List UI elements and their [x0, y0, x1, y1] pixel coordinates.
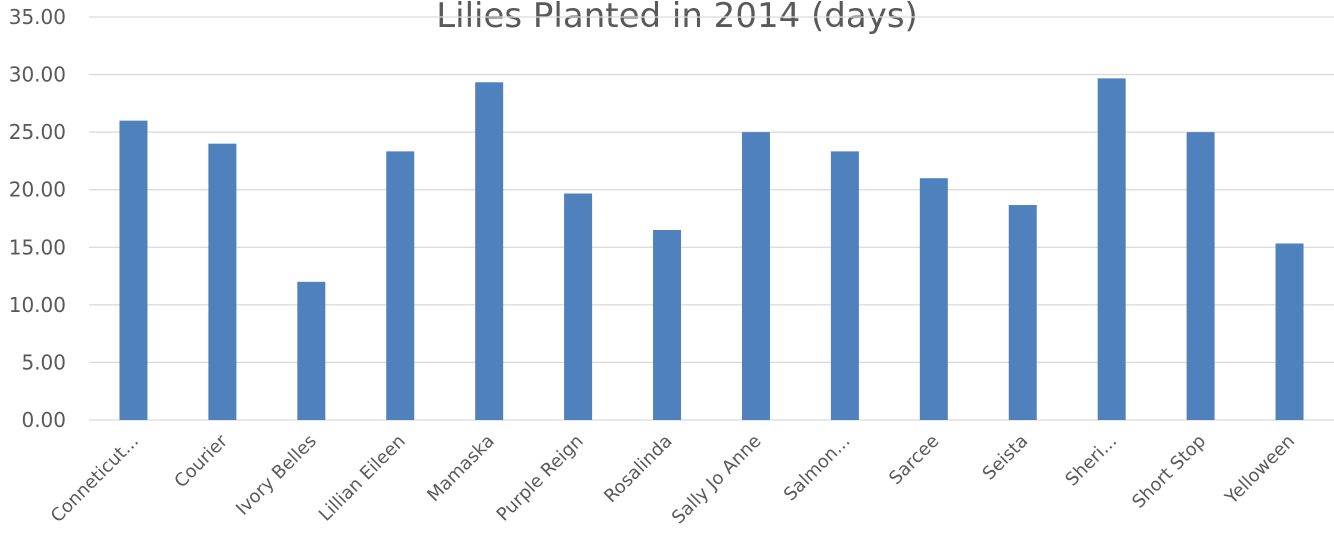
- x-tick-label: Conneticut...: [47, 431, 143, 527]
- chart-title: Lilies Planted in 2014 (days): [436, 0, 918, 36]
- x-tick-label: Lillian Eileen: [315, 431, 410, 526]
- y-tick-label: 25.00: [9, 120, 66, 144]
- y-axis: 0.00 5.00 10.00 15.00 20.00 25.00 30.00 35.00: [9, 5, 66, 432]
- x-tick-label: Ivory Belles: [232, 431, 321, 520]
- x-tick-label: Sarcee: [885, 431, 943, 489]
- y-tick-label: 10.00: [9, 293, 66, 317]
- x-tick-label: Sheri...: [1061, 431, 1121, 491]
- bar: [564, 193, 593, 420]
- x-tick-label: Purple Reign: [493, 431, 588, 526]
- bar: [1275, 243, 1304, 420]
- x-tick-label: Yelloween: [1221, 431, 1299, 509]
- x-tick-label: Short Stop: [1128, 431, 1210, 513]
- bar: [208, 143, 237, 420]
- bar: [1186, 132, 1215, 420]
- y-tick-label: 5.00: [21, 350, 66, 374]
- y-tick-label: 20.00: [9, 178, 66, 202]
- x-tick-label: Mamaska: [423, 431, 498, 506]
- x-tick-label: Sally Jo Anne: [668, 431, 766, 529]
- gridlines: [89, 16, 1334, 421]
- bar: [386, 151, 415, 421]
- y-tick-label: 0.00: [21, 408, 66, 432]
- x-tick-label: Seista: [979, 431, 1033, 485]
- bar: [475, 82, 504, 420]
- x-tick-label: Rosalinda: [600, 431, 676, 507]
- y-tick-label: 30.00: [9, 63, 66, 87]
- bar: [119, 120, 148, 420]
- bar: [919, 178, 948, 420]
- bar: [1008, 205, 1037, 420]
- x-tick-label: Salmon...: [780, 431, 855, 506]
- y-tick-label: 35.00: [9, 5, 66, 29]
- bar: [741, 132, 770, 420]
- x-axis: Conneticut... Courier Ivory BellesLillian …: [47, 430, 1299, 528]
- bar: [830, 151, 859, 421]
- bar: [1097, 78, 1126, 420]
- bar: [653, 230, 682, 420]
- x-tick-label: Courier: [170, 430, 232, 492]
- bars: [119, 78, 1304, 421]
- y-tick-label: 15.00: [9, 235, 66, 259]
- bar: [297, 281, 326, 420]
